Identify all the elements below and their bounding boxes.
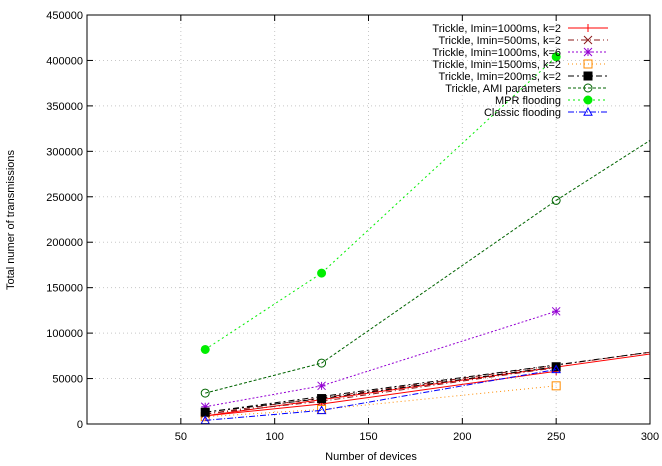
data-point [551,381,561,391]
legend-entry: Trickle, AMI parameters [445,83,608,95]
y-axis-title: Total numer of transmissions [5,150,17,290]
y-tick-label: 100000 [46,328,83,340]
series-line [204,56,557,350]
legend-marker [583,83,593,93]
x-tick-label: 50 [175,431,187,443]
y-tick-label: 200000 [46,237,83,249]
data-point [200,388,210,398]
y-tick-label: 450000 [46,10,83,22]
series-line [205,200,557,394]
x-tick-label: 200 [453,431,471,443]
series-fit-line [555,140,651,201]
x-tick-label: 250 [547,431,565,443]
ticks: 0 50000 100000 150000 200000 250000 300000 3500… [46,10,659,443]
legend-entry: Trickle, Imin=500ms, k=2 [439,35,608,47]
legend-marker [583,59,593,69]
series-line [205,385,557,418]
legend-entry: Trickle, Imin=1000ms, k=2 [432,23,608,35]
data-point [551,306,561,316]
series-layer [200,52,651,425]
data-point [551,52,561,62]
y-tick-label: 300000 [46,146,83,158]
legend-label: Trickle, Imin=1500ms, k=2 [432,59,561,71]
y-tick-label: 400000 [46,55,83,67]
data-point [551,362,561,372]
y-tick-label: 350000 [46,101,83,113]
data-point [200,344,210,354]
legend-marker [583,71,593,81]
series-2 [200,306,561,412]
y-tick-label: 0 [77,419,83,431]
legend-marker [583,95,593,105]
grid [87,15,650,424]
legend-entry: Trickle, Imin=1500ms, k=2 [432,59,608,71]
data-point [551,364,562,374]
x-tick-label: 300 [641,431,659,443]
legend-label: Trickle, AMI parameters [445,83,561,95]
legend-entry: Trickle, Imin=200ms, k=2 [439,71,608,83]
y-tick-label: 50000 [52,374,83,386]
y-tick-label: 250000 [46,192,83,204]
series-4 [200,351,651,417]
x-tick-label: 100 [265,431,283,443]
data-point [317,268,327,278]
data-point [317,394,327,404]
legend-marker [583,35,593,45]
legend-label: Trickle, Imin=1000ms, k=6 [432,47,561,59]
series-5 [200,140,651,398]
legend-entry: MPR flooding [495,95,608,107]
legend-marker [584,24,592,32]
legend-marker [583,47,593,57]
series-line [205,368,557,421]
data-point [551,195,561,205]
y-tick-label: 150000 [46,283,83,295]
legend-label: Classic flooding [484,107,561,119]
legend-marker [583,106,593,116]
legend-entry: Classic flooding [484,106,608,119]
legend-label: Trickle, Imin=1000ms, k=2 [432,23,561,35]
data-point [317,358,327,368]
legend-label: Trickle, Imin=200ms, k=2 [439,71,561,83]
x-axis-title: Number of devices [325,451,417,463]
data-point [316,405,327,415]
data-point [200,402,210,412]
series-fit-line [205,351,651,413]
legend-entry: Trickle, Imin=1000ms, k=6 [432,47,608,59]
data-point [317,381,326,391]
x-tick-label: 150 [359,431,377,443]
legend-label: MPR flooding [495,95,561,107]
legend-label: Trickle, Imin=500ms, k=2 [439,35,561,47]
series-6 [200,52,561,354]
data-point [200,407,210,417]
